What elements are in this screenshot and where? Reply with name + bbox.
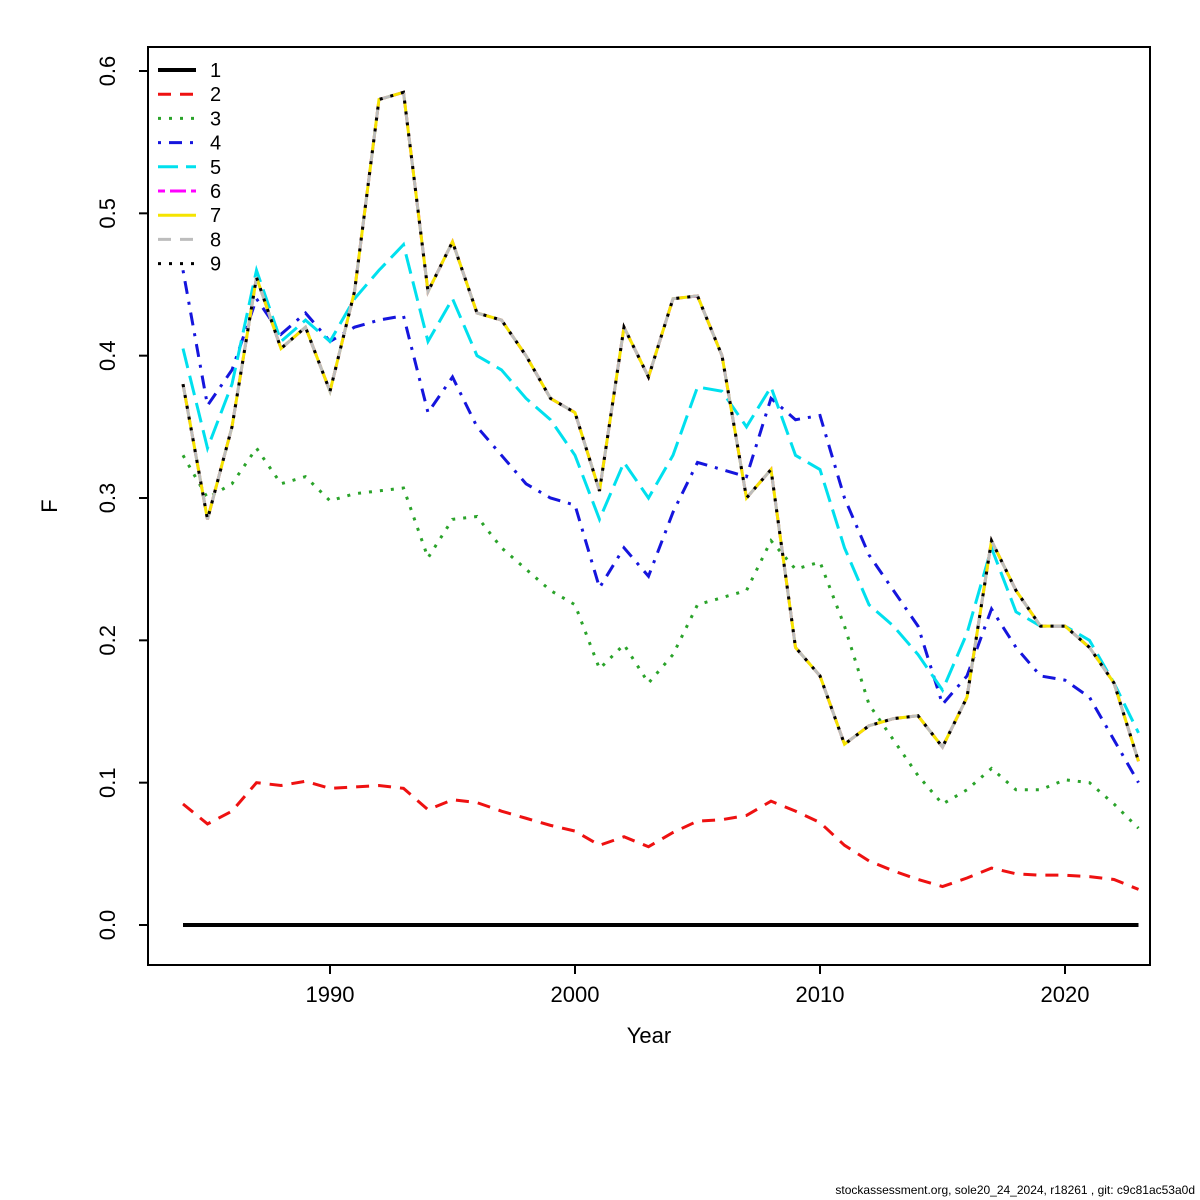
series-line-4: [181, 270, 1140, 784]
legend-label-6: 6: [210, 181, 221, 203]
y-tick-label: 0.1: [95, 767, 120, 798]
footer-text: stockassessment.org, sole20_24_2024, r18…: [835, 1183, 1195, 1197]
x-axis-label: Year: [627, 1023, 671, 1048]
y-tick-label: 0.3: [95, 483, 120, 514]
legend-label-5: 5: [210, 157, 221, 179]
x-tick-label: 1990: [306, 982, 355, 1007]
x-tick-label: 2010: [796, 982, 845, 1007]
legend-label-9: 9: [210, 254, 221, 276]
series-line-8: [181, 90, 1140, 762]
x-tick-label: 2020: [1041, 982, 1090, 1007]
y-axis-label: F: [37, 499, 62, 512]
series-line-3: [181, 445, 1140, 830]
line-chart: 1990 2000 2010 2020 0.0 0.1 0.2 0.3 0.4 0.5 0.6 123…: [37, 46, 1151, 1048]
x-tick-label: 2000: [551, 982, 600, 1007]
legend-label-8: 8: [210, 229, 221, 251]
legend-label-1: 1: [210, 60, 221, 82]
series-line-2: [182, 779, 1140, 891]
y-tick-label: 0.5: [95, 198, 120, 229]
y-tick-label: 0.0: [95, 910, 120, 941]
y-tick-label: 0.4: [95, 340, 120, 371]
legend-label-7: 7: [210, 205, 221, 227]
plot-content: 1990 2000 2010 2020 0.0 0.1 0.2 0.3 0.4 0.5 0.6 123…: [95, 46, 1151, 1007]
legend-label-3: 3: [210, 108, 221, 130]
series-line-5: [181, 241, 1140, 734]
y-tick-label: 0.6: [95, 56, 120, 87]
series-line-6: [181, 90, 1140, 762]
legend-label-4: 4: [210, 133, 221, 155]
series-line-9: [181, 90, 1140, 762]
series-line-7: [181, 90, 1140, 762]
y-tick-label: 0.2: [95, 625, 120, 656]
plot-box: [147, 46, 1151, 966]
legend-label-2: 2: [210, 84, 221, 106]
